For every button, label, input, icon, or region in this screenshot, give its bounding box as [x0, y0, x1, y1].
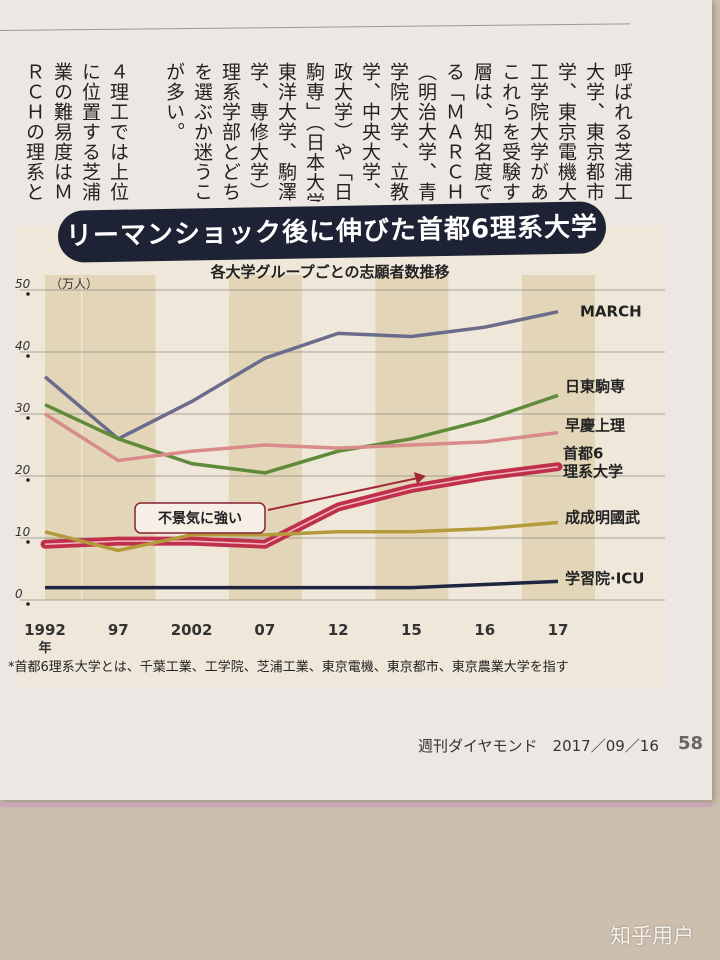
y-tick-label: 50: [15, 277, 31, 291]
chart-subtitle: 各大学グループごとの志願者数推移: [210, 263, 450, 281]
text-column: を選ぶか迷うこと: [191, 62, 213, 202]
tick-dot: [26, 602, 30, 606]
text-column: 大学、東京都市大: [583, 62, 605, 202]
series-line-3: [44, 465, 559, 545]
x-tick-label: 12: [328, 621, 349, 639]
background-band: [522, 275, 595, 600]
text-column: に位置する芝浦工: [79, 62, 101, 202]
tick-dot: [26, 478, 30, 482]
y-tick-label: 40: [15, 339, 31, 353]
text-column: 工学院大学がある。: [527, 62, 549, 202]
line-chart: 各大学グループごとの志願者数推移 0 10 20 30 40 50 （万人） 1992 97 200…: [15, 263, 665, 656]
text-column: 学、東京電機大学、: [555, 62, 577, 202]
x-tick-label: 97: [108, 621, 129, 639]
x-axis-unit: 年: [38, 640, 51, 656]
y-tick-label: 20: [15, 463, 31, 477]
article-text: 呼ばれる芝浦工業 大学、東京都市大 学、東京電機大学、 工学院大学がある。 これらを受験…: [6, 62, 636, 202]
background-band: [228, 275, 302, 600]
x-tick-label: 2002: [171, 621, 213, 639]
text-column: 理系学部とどちら: [219, 62, 241, 202]
text-column: 学院大学、立教大: [387, 62, 409, 202]
series-label: 学習院·ICU: [565, 569, 644, 587]
series-label: 成成明國武: [565, 509, 640, 527]
tick-dot: [26, 540, 30, 544]
text-column: これらを受験する: [499, 62, 521, 202]
series-label: 理系大学: [563, 463, 623, 481]
y-tick-label: 0: [15, 587, 23, 601]
text-column: が多い。: [163, 62, 185, 142]
text-column: 業の難易度はＭＡ: [51, 62, 73, 202]
text-column: 駒専」（日本大学、: [303, 62, 325, 202]
text-column: （明治大学、青山: [415, 62, 437, 202]
x-tick-label: 15: [401, 621, 422, 639]
series-line-4: [44, 520, 559, 553]
x-tick-label: 1992: [24, 621, 66, 639]
text-column: る「ＭＡＲＣＨ」: [443, 62, 465, 202]
series-line-5: [45, 579, 559, 590]
tick-dot: [26, 416, 30, 420]
text-column: ＲＣＨの理系と同: [23, 62, 45, 202]
series-label: 日東駒専: [565, 377, 625, 395]
background-band: [45, 275, 81, 600]
x-tick-label: 16: [474, 621, 495, 639]
series-line-0: [43, 309, 559, 441]
chart-title: リーマンショック後に伸びた首都6理系大学: [57, 201, 607, 263]
page-number: 58: [678, 733, 704, 754]
series-line-1: [44, 393, 559, 475]
y-axis-unit: （万人）: [50, 277, 98, 291]
annotation-text: 不景気に強い: [158, 510, 242, 527]
page-edge: [0, 803, 712, 807]
text-column: 政大学）や「日東: [331, 62, 353, 202]
annotation-box: [134, 502, 266, 534]
chart-footnote: *首都6理系大学とは、千葉工業、工学院、芝浦工業、東京電機、東京都市、東京農業大…: [8, 660, 569, 675]
text-column: 層は、知名度で勝: [471, 62, 493, 202]
series-label: 早慶上理: [565, 417, 625, 435]
annotation-arrow: [267, 477, 419, 511]
tick-dot: [26, 354, 30, 358]
magazine-page: 呼ばれる芝浦工業 大学、東京都市大 学、東京電機大学、 工学院大学がある。 これらを受験…: [0, 0, 712, 800]
arrow-head-icon: [414, 472, 426, 484]
y-tick-label: 10: [15, 525, 31, 539]
text-column: 東洋大学、駒澤大: [275, 62, 297, 202]
y-tick-label: 30: [15, 401, 31, 415]
text-column: 呼ばれる芝浦工業: [611, 62, 633, 202]
text-column: 学、専修大学）の: [247, 62, 269, 202]
series-label: 首都6: [563, 445, 603, 463]
text-column: ４理工では上位: [107, 62, 129, 202]
magazine-name-date: 週刊ダイヤモンド 2017／09／16: [418, 737, 659, 755]
watermark: 知乎用户: [610, 924, 694, 948]
series-line-2: [44, 412, 559, 463]
text-column: 学、中央大学、法: [359, 62, 381, 202]
tick-dot: [26, 292, 30, 296]
x-tick-label: 17: [548, 621, 569, 639]
series-label: MARCH: [580, 303, 642, 321]
x-tick-label: 07: [254, 621, 275, 639]
